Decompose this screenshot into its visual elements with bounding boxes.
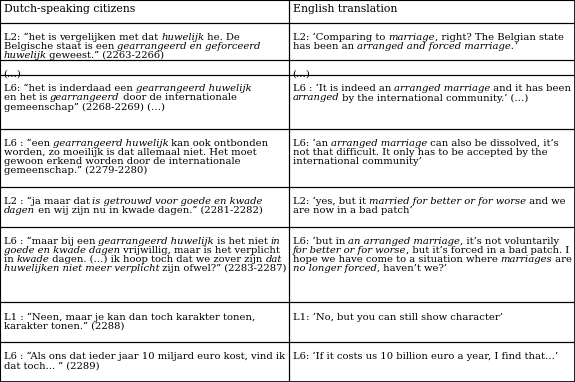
- Text: not that difficult. It only has to be accepted by the: not that difficult. It only has to be ac…: [293, 148, 547, 157]
- Text: in: in: [3, 255, 16, 264]
- Text: gewoon erkend worden door de internationale: gewoon erkend worden door de internation…: [3, 157, 240, 166]
- Text: L6 : ‘It is indeed an: L6 : ‘It is indeed an: [293, 84, 394, 94]
- Text: has been an: has been an: [293, 42, 357, 51]
- Bar: [289, 23, 575, 60]
- Text: gearrangeerd huwelijk: gearrangeerd huwelijk: [98, 237, 214, 246]
- Text: L6: ‘but in: L6: ‘but in: [293, 237, 348, 246]
- Text: karakter tonen.” (2288): karakter tonen.” (2288): [3, 321, 124, 330]
- Text: is getrouwd voor goede en kwade: is getrouwd voor goede en kwade: [93, 197, 263, 206]
- Text: dat toch... ” (2289): dat toch... ” (2289): [3, 361, 99, 370]
- Text: arranged and forced marriage.: arranged and forced marriage.: [357, 42, 514, 51]
- Bar: [289, 342, 575, 382]
- Bar: [0, 74, 289, 129]
- Text: ’: ’: [514, 42, 517, 51]
- Text: L6: ‘an: L6: ‘an: [293, 139, 331, 148]
- Text: gearrangeerd huwelijk: gearrangeerd huwelijk: [136, 84, 251, 94]
- Bar: [0, 302, 289, 342]
- Text: for better or for worse: for better or for worse: [293, 246, 406, 255]
- Text: dat: dat: [266, 255, 282, 264]
- Text: marriages: marriages: [501, 255, 553, 264]
- Text: gearrangeerd huwelijk: gearrangeerd huwelijk: [53, 139, 168, 148]
- Text: in: in: [271, 237, 281, 246]
- Bar: [289, 60, 575, 74]
- Text: marriage: marriage: [388, 33, 435, 42]
- Text: , it’s not voluntarily: , it’s not voluntarily: [460, 237, 559, 246]
- Text: kwade: kwade: [16, 255, 49, 264]
- Text: L1: ‘No, but you can still show character’: L1: ‘No, but you can still show characte…: [293, 312, 503, 322]
- Text: zijn ofwel?” (2283-2287): zijn ofwel?” (2283-2287): [159, 264, 286, 273]
- Text: en het is: en het is: [3, 94, 50, 102]
- Text: gearrangeerd en geforceerd: gearrangeerd en geforceerd: [117, 42, 260, 51]
- Bar: [0, 187, 289, 227]
- Text: L2 : “ja maar dat: L2 : “ja maar dat: [3, 197, 93, 206]
- Text: L1 : “Neen, maar je kan dan toch karakter tonen,: L1 : “Neen, maar je kan dan toch karakte…: [3, 312, 255, 322]
- Text: arranged: arranged: [293, 94, 339, 102]
- Text: by the international community.’ (…): by the international community.’ (…): [339, 94, 529, 103]
- Text: , right? The Belgian state: , right? The Belgian state: [435, 33, 564, 42]
- Text: met dat: met dat: [116, 33, 161, 42]
- Bar: [0, 23, 289, 60]
- Text: haven’t we?’: haven’t we?’: [380, 264, 447, 273]
- Bar: [289, 0, 575, 23]
- Text: arranged marriage: arranged marriage: [394, 84, 490, 94]
- Bar: [0, 60, 289, 74]
- Text: goede en kwade dagen: goede en kwade dagen: [3, 246, 120, 255]
- Text: door de internationale: door de internationale: [120, 94, 237, 102]
- Text: can also be dissolved, it’s: can also be dissolved, it’s: [427, 139, 559, 148]
- Text: married for better or for worse: married for better or for worse: [369, 197, 526, 206]
- Text: gearrangeerd: gearrangeerd: [50, 94, 120, 102]
- Bar: [289, 74, 575, 129]
- Bar: [289, 129, 575, 187]
- Text: L6 : “maar bij een: L6 : “maar bij een: [3, 237, 98, 246]
- Text: gemeenschap” (2268-2269) (…): gemeenschap” (2268-2269) (…): [3, 102, 164, 112]
- Text: English translation: English translation: [293, 3, 397, 13]
- Bar: [289, 187, 575, 227]
- Bar: [289, 227, 575, 302]
- Text: huwelijk: huwelijk: [161, 33, 204, 42]
- Text: huwelijken niet meer verplicht: huwelijken niet meer verplicht: [3, 264, 159, 273]
- Text: kan ook ontbonden: kan ook ontbonden: [168, 139, 269, 148]
- Text: is het niet: is het niet: [214, 237, 271, 246]
- Text: en wij zijn nu in kwade dagen.” (2281-2282): en wij zijn nu in kwade dagen.” (2281-22…: [34, 206, 263, 215]
- Text: vrijwillig, maar is het verplicht: vrijwillig, maar is het verplicht: [120, 246, 279, 255]
- Text: no longer forced,: no longer forced,: [293, 264, 380, 273]
- Text: , but it’s forced in a bad patch. I: , but it’s forced in a bad patch. I: [406, 246, 569, 255]
- Text: arranged marriage: arranged marriage: [331, 139, 427, 148]
- Text: L2: “het is: L2: “het is: [3, 33, 59, 42]
- Text: gemeenschap.” (2279-2280): gemeenschap.” (2279-2280): [3, 166, 147, 175]
- Text: vergelijken: vergelijken: [59, 33, 116, 42]
- Text: L2: ‘yes, but it: L2: ‘yes, but it: [293, 197, 369, 206]
- Text: hope we have come to a situation where: hope we have come to a situation where: [293, 255, 501, 264]
- Text: worden, zo moeilijk is dat allemaal niet. Het moet: worden, zo moeilijk is dat allemaal niet…: [3, 148, 256, 157]
- Text: and it has been: and it has been: [490, 84, 572, 94]
- Text: Dutch-speaking citizens: Dutch-speaking citizens: [3, 3, 135, 13]
- Text: dagen. (…) ik hoop toch dat we zover zijn: dagen. (…) ik hoop toch dat we zover zij…: [49, 255, 266, 264]
- Text: are: are: [553, 255, 572, 264]
- Bar: [289, 302, 575, 342]
- Text: an arranged marriage: an arranged marriage: [348, 237, 460, 246]
- Text: geweest.” (2263-2266): geweest.” (2263-2266): [47, 51, 164, 60]
- Text: L6: “het is inderdaad een: L6: “het is inderdaad een: [3, 84, 136, 94]
- Text: L6: ‘If it costs us 10 billion euro a year, I find that…’: L6: ‘If it costs us 10 billion euro a ye…: [293, 352, 558, 361]
- Text: he. De: he. De: [204, 33, 240, 42]
- Text: (…): (…): [3, 70, 21, 79]
- Text: international community’: international community’: [293, 157, 421, 166]
- Text: (…): (…): [293, 70, 310, 79]
- Bar: [0, 227, 289, 302]
- Bar: [0, 342, 289, 382]
- Text: L6 : “een: L6 : “een: [3, 139, 53, 148]
- Text: dagen: dagen: [3, 206, 34, 215]
- Text: huwelijk: huwelijk: [3, 51, 47, 60]
- Text: Belgische staat is een: Belgische staat is een: [3, 42, 117, 51]
- Text: are now in a bad patch’: are now in a bad patch’: [293, 206, 412, 215]
- Text: L6 : “Als ons dat ieder jaar 10 miljard euro kost, vind ik: L6 : “Als ons dat ieder jaar 10 miljard …: [3, 352, 285, 361]
- Text: L2: ‘Comparing to: L2: ‘Comparing to: [293, 33, 388, 42]
- Bar: [0, 129, 289, 187]
- Bar: [0, 0, 289, 23]
- Text: and we: and we: [526, 197, 565, 206]
